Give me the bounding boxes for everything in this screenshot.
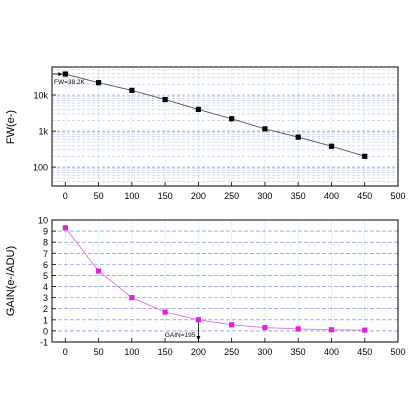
y-tick-label: 10 (38, 216, 48, 226)
x-tick-label: 300 (257, 347, 272, 357)
x-tick-label: 100 (124, 347, 139, 357)
plot-frame (51, 219, 399, 343)
y-tick-label: -1 (40, 338, 48, 348)
data-point (195, 106, 201, 112)
data-point (229, 116, 235, 122)
data-point (129, 295, 135, 301)
x-tick-label: 0 (63, 347, 68, 357)
y-tick-label: 1 (43, 315, 48, 325)
y-tick-label: 7 (43, 249, 48, 259)
x-tick-label: 100 (124, 191, 139, 201)
gain-chart: 0 50 100 150 200 250 300 350 400 450 500-101234567… (5, 216, 406, 358)
x-tick-label: 50 (94, 191, 104, 201)
plot-frame (51, 66, 399, 187)
x-tick-label: 500 (390, 347, 405, 357)
series-line (65, 73, 365, 157)
y-tick-label: 8 (43, 238, 48, 248)
data-point (262, 324, 268, 331)
x-tick-label: 150 (158, 191, 173, 201)
data-point (129, 87, 135, 93)
x-tick-label: 400 (324, 191, 339, 201)
data-point (328, 143, 335, 149)
x-tick-label: 50 (94, 347, 104, 357)
data-point (195, 317, 201, 323)
y-tick-label: 5 (43, 271, 48, 281)
x-tick-label: 500 (390, 191, 405, 201)
x-tick-label: 300 (257, 191, 272, 201)
data-point (162, 309, 168, 315)
y-tick-label: 10k (33, 91, 48, 101)
data-point (229, 322, 235, 328)
y-tick-label: 9 (43, 227, 48, 237)
x-tick-label: 250 (224, 191, 239, 201)
annotation-label: FW=38.2K (54, 79, 86, 86)
x-tick-label: 400 (324, 347, 339, 357)
data-point (362, 153, 368, 159)
data-point (295, 134, 301, 140)
y-tick-label: 2 (43, 304, 48, 314)
x-tick-label: 450 (357, 191, 372, 201)
data-point (95, 268, 102, 274)
data-point (362, 327, 368, 333)
y-tick-label: 4 (43, 282, 48, 292)
x-tick-label: 450 (357, 347, 372, 357)
x-tick-label: 200 (191, 347, 206, 357)
data-point (328, 327, 335, 333)
y-axis-label: FW(e-) (5, 110, 17, 144)
y-tick-label: 0 (43, 326, 48, 336)
y-tick-label: 1k (38, 127, 48, 137)
x-tick-label: 350 (291, 347, 306, 357)
data-point (62, 225, 68, 231)
x-tick-label: 250 (224, 347, 239, 357)
data-point (162, 96, 168, 103)
series-line (64, 227, 365, 331)
data-point (295, 326, 301, 332)
data-point (95, 80, 102, 86)
y-tick-label: 100 (33, 163, 48, 173)
x-tick-label: 200 (191, 191, 206, 201)
annotation-label: GAIN=195 (165, 332, 196, 339)
y-tick-label: 6 (43, 260, 48, 270)
y-tick-label: 3 (43, 293, 48, 303)
x-tick-label: 350 (291, 191, 306, 201)
annotation-arrowhead (58, 72, 63, 77)
x-tick-label: 0 (63, 191, 68, 201)
data-point (62, 71, 68, 77)
y-axis-label: GAIN(e-/ADU) (5, 246, 17, 316)
data-point (262, 126, 268, 132)
annotation-arrowhead (196, 336, 201, 341)
x-tick-label: 150 (158, 347, 173, 357)
fw-chart: 0 50 100 150 200 250 300 350 400 450 500 100 1k 10k FW… (5, 66, 406, 201)
